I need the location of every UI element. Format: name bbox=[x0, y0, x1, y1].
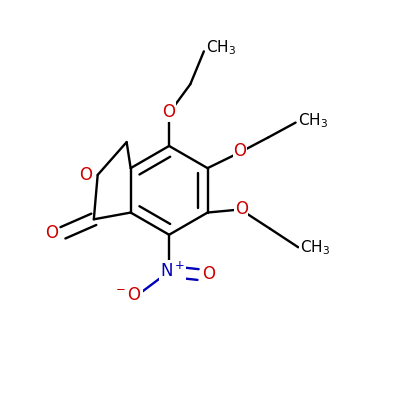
Text: CH$_3$: CH$_3$ bbox=[206, 38, 236, 57]
Text: O: O bbox=[202, 265, 215, 283]
Text: CH$_3$: CH$_3$ bbox=[298, 111, 328, 130]
Text: O: O bbox=[80, 166, 92, 184]
Text: O: O bbox=[234, 142, 246, 160]
Text: O: O bbox=[235, 200, 248, 218]
Text: O: O bbox=[45, 224, 58, 242]
Text: $^-$O: $^-$O bbox=[113, 286, 142, 304]
Text: CH$_3$: CH$_3$ bbox=[300, 238, 330, 257]
Text: N$^+$: N$^+$ bbox=[160, 261, 186, 280]
Text: O: O bbox=[162, 103, 175, 121]
